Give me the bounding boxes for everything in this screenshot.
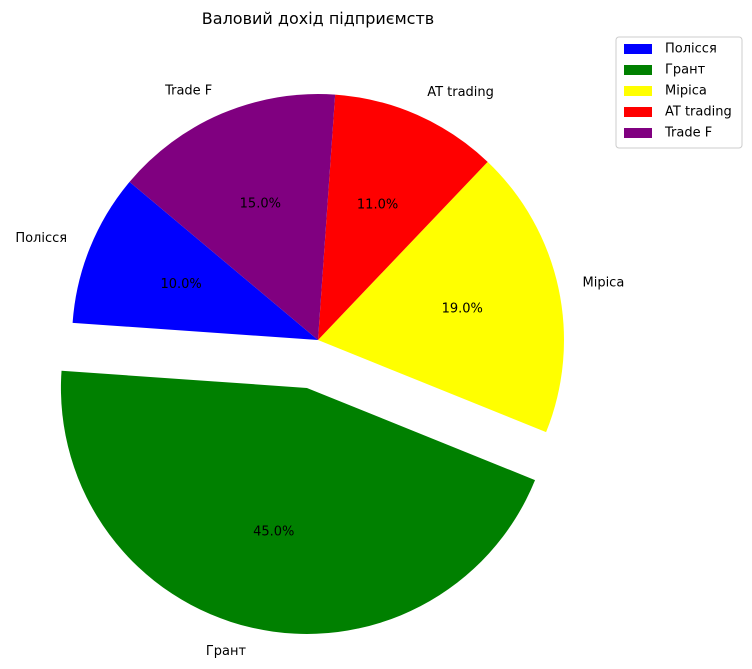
slice-label-1: Полісся: [15, 231, 67, 246]
legend-label-1: Полісся: [665, 42, 717, 57]
legend-frame: [615, 36, 743, 149]
legend-label-2: Грант: [665, 63, 706, 78]
pie-slice-1: [72, 181, 318, 340]
legend-swatch-4: [624, 107, 652, 117]
legend-swatch-5: [624, 128, 652, 138]
legend-label-5: Trade F: [664, 126, 712, 141]
slice-percent-4: 11.0%: [357, 197, 398, 212]
legend-swatch-3: [624, 86, 652, 96]
pie-labels: Полісся 10.0% Грант 45.0% Міріса 19.0% AT trad…: [15, 83, 624, 659]
legend-label-4: AT trading: [665, 105, 732, 120]
pie-slices: [60, 94, 564, 634]
pie-slice-2: [60, 370, 536, 634]
slice-label-3: Міріса: [582, 275, 624, 290]
slice-label-2: Грант: [206, 644, 247, 659]
legend-swatch-1: [624, 44, 652, 54]
legend-label-3: Міріса: [665, 84, 707, 99]
legend-swatch-2: [624, 65, 652, 75]
pie-slice-3: [318, 161, 564, 433]
pie-slice-4: [318, 94, 488, 340]
slice-percent-1: 10.0%: [160, 277, 201, 292]
slice-percent-2: 45.0%: [253, 524, 294, 539]
slice-label-4: AT trading: [427, 85, 494, 100]
slice-percent-5: 15.0%: [240, 197, 281, 212]
slice-percent-3: 19.0%: [442, 301, 483, 316]
pie-slice-5: [129, 94, 336, 340]
legend: Полісся Грант Міріса AT trading Trade F: [615, 36, 743, 149]
slice-label-5: Trade F: [164, 83, 212, 98]
chart-title: Валовий дохід підприємств: [202, 9, 434, 28]
